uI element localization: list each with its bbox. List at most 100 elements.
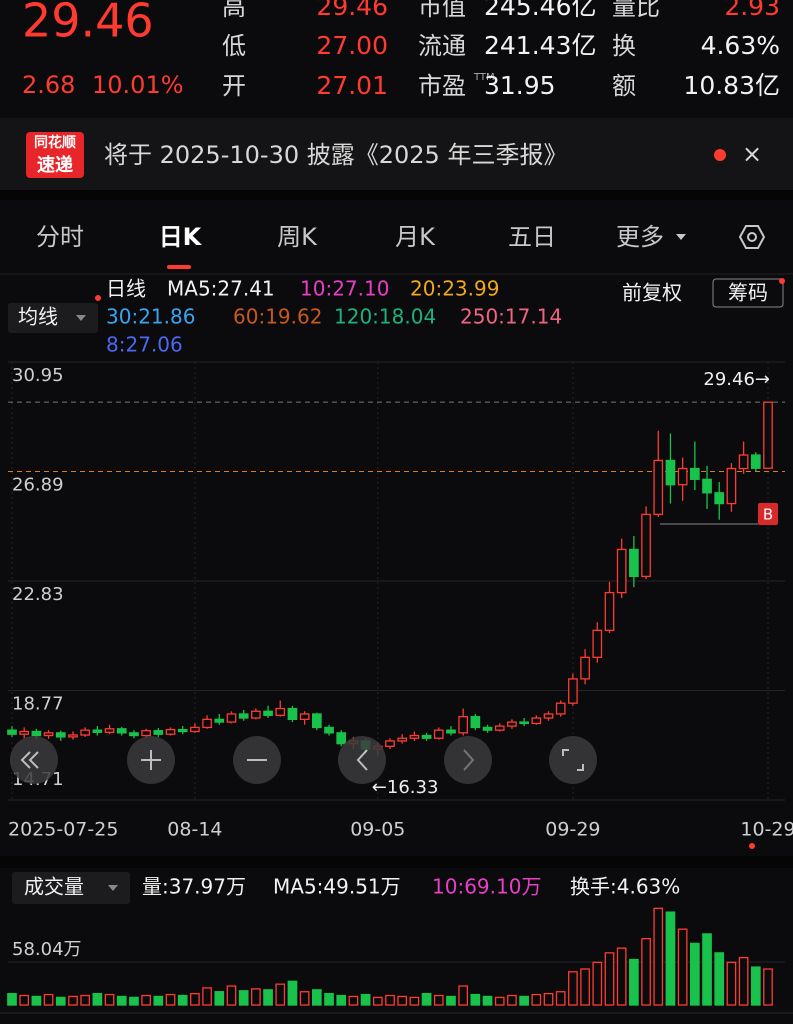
volume-bar bbox=[324, 992, 334, 1006]
candle-body bbox=[299, 713, 310, 721]
volume-selector[interactable] bbox=[12, 872, 130, 904]
volume-bar bbox=[336, 994, 347, 1006]
volume-bar bbox=[360, 993, 371, 1006]
volume-bar bbox=[372, 996, 383, 1006]
y-tick-label: 58.04万 bbox=[12, 939, 82, 960]
stat-value: 31.95 bbox=[484, 71, 556, 100]
ma-selector-label: 均线 bbox=[18, 305, 58, 329]
candle-body bbox=[202, 718, 212, 729]
candle-body bbox=[421, 734, 432, 739]
volume-stat: 量:37.97万 bbox=[142, 875, 246, 899]
candle-body bbox=[385, 740, 395, 747]
banner[interactable] bbox=[0, 118, 793, 190]
ma-value: 250:17.14 bbox=[460, 305, 562, 329]
y-tick-label: 18.77 bbox=[12, 694, 64, 715]
volume-bar bbox=[689, 942, 700, 1006]
ma-value: 20:23.99 bbox=[410, 277, 499, 301]
tab[interactable]: 分时 bbox=[36, 223, 84, 251]
candle-body bbox=[275, 707, 286, 716]
candle-body bbox=[433, 729, 444, 739]
next[interactable] bbox=[444, 736, 492, 784]
candle-body bbox=[604, 591, 615, 632]
x-tick-label: 10-29 bbox=[740, 819, 793, 841]
ma-selector[interactable] bbox=[8, 303, 98, 333]
close-button[interactable]: × bbox=[742, 140, 762, 168]
price: 29.46 bbox=[22, 0, 154, 48]
candle-body bbox=[763, 401, 773, 469]
volume-stat: 10:69.10万 bbox=[432, 875, 541, 899]
tab[interactable]: 周K bbox=[277, 223, 318, 251]
prev[interactable] bbox=[338, 736, 386, 784]
period: 日线 bbox=[106, 277, 146, 301]
candle-body bbox=[214, 718, 225, 723]
volume-bar bbox=[494, 996, 505, 1006]
stat-label: 市盈 bbox=[418, 72, 466, 100]
stat-label: 高 bbox=[222, 0, 246, 21]
tab[interactable]: 五日 bbox=[508, 223, 556, 251]
volume-bar bbox=[458, 985, 469, 1006]
adjust[interactable]: 前复权 bbox=[622, 281, 682, 305]
candle-body bbox=[750, 454, 761, 469]
divider bbox=[0, 856, 793, 868]
y-tick-label: 30.95 bbox=[12, 365, 64, 386]
ma-value: 60:19.62 bbox=[233, 305, 322, 329]
volume-bar bbox=[409, 996, 420, 1006]
volume-bar bbox=[55, 996, 66, 1006]
volume-bar bbox=[214, 991, 225, 1006]
volume-bar bbox=[763, 968, 773, 1006]
candle-body bbox=[43, 732, 54, 737]
candle-body bbox=[336, 732, 347, 745]
candle-body bbox=[263, 710, 273, 716]
candle-body bbox=[409, 734, 420, 739]
candle-body bbox=[397, 737, 408, 742]
fullscreen[interactable] bbox=[549, 736, 597, 784]
volume-chart: 量:37.97万 MA5:49.51万 10:69.10万 换手:4.63% 58.04… bbox=[0, 875, 793, 1014]
settings-icon[interactable] bbox=[738, 225, 766, 249]
volume-selector-label: 成交量 bbox=[24, 875, 84, 899]
x-tick-label: 09-05 bbox=[350, 819, 405, 841]
candle-body bbox=[689, 467, 700, 480]
chips-button[interactable] bbox=[712, 278, 784, 308]
tab[interactable]: 日K bbox=[159, 223, 203, 251]
candle-body bbox=[494, 725, 505, 731]
chart-controls bbox=[10, 736, 597, 784]
volume-bar bbox=[641, 937, 651, 1006]
volume-bar bbox=[421, 992, 432, 1006]
candle-body bbox=[543, 713, 554, 719]
candle-body bbox=[311, 713, 322, 729]
volume-bar bbox=[7, 992, 17, 1006]
tab[interactable]: 月K bbox=[395, 223, 436, 251]
volume-bar bbox=[287, 980, 298, 1006]
stat-value: 27.01 bbox=[316, 71, 388, 100]
volume-bar bbox=[251, 988, 261, 1006]
candle-body bbox=[153, 730, 164, 735]
logo-top: 同花顺 bbox=[34, 134, 76, 151]
stat-value: 2.93 bbox=[724, 0, 780, 21]
candle-body bbox=[641, 513, 651, 578]
volume-bar bbox=[446, 995, 456, 1006]
candle-body bbox=[738, 454, 749, 470]
candle-body bbox=[31, 730, 42, 737]
candle-body bbox=[190, 726, 200, 733]
dot bbox=[749, 843, 755, 849]
volume-stat: 换手:4.63% bbox=[570, 875, 680, 899]
candle-body bbox=[287, 707, 298, 721]
candle-body bbox=[324, 726, 334, 734]
zoom-out-far[interactable] bbox=[10, 736, 58, 784]
volume-bar bbox=[43, 993, 54, 1006]
volume-bar bbox=[177, 994, 188, 1006]
x-tick-label: 09-29 bbox=[545, 819, 600, 841]
tab[interactable]: 更多 bbox=[616, 223, 664, 251]
volume-bar bbox=[592, 961, 603, 1006]
stat-label: 换 bbox=[612, 32, 636, 60]
tab-underline bbox=[167, 265, 191, 269]
volume-bar bbox=[275, 983, 286, 1006]
ma-value: MA5:27.41 bbox=[167, 277, 275, 301]
icon bbox=[356, 749, 368, 771]
volume-bar bbox=[433, 994, 444, 1006]
chips-label: 筹码 bbox=[728, 281, 768, 305]
volume-bar bbox=[165, 993, 176, 1006]
icon bbox=[141, 750, 161, 770]
